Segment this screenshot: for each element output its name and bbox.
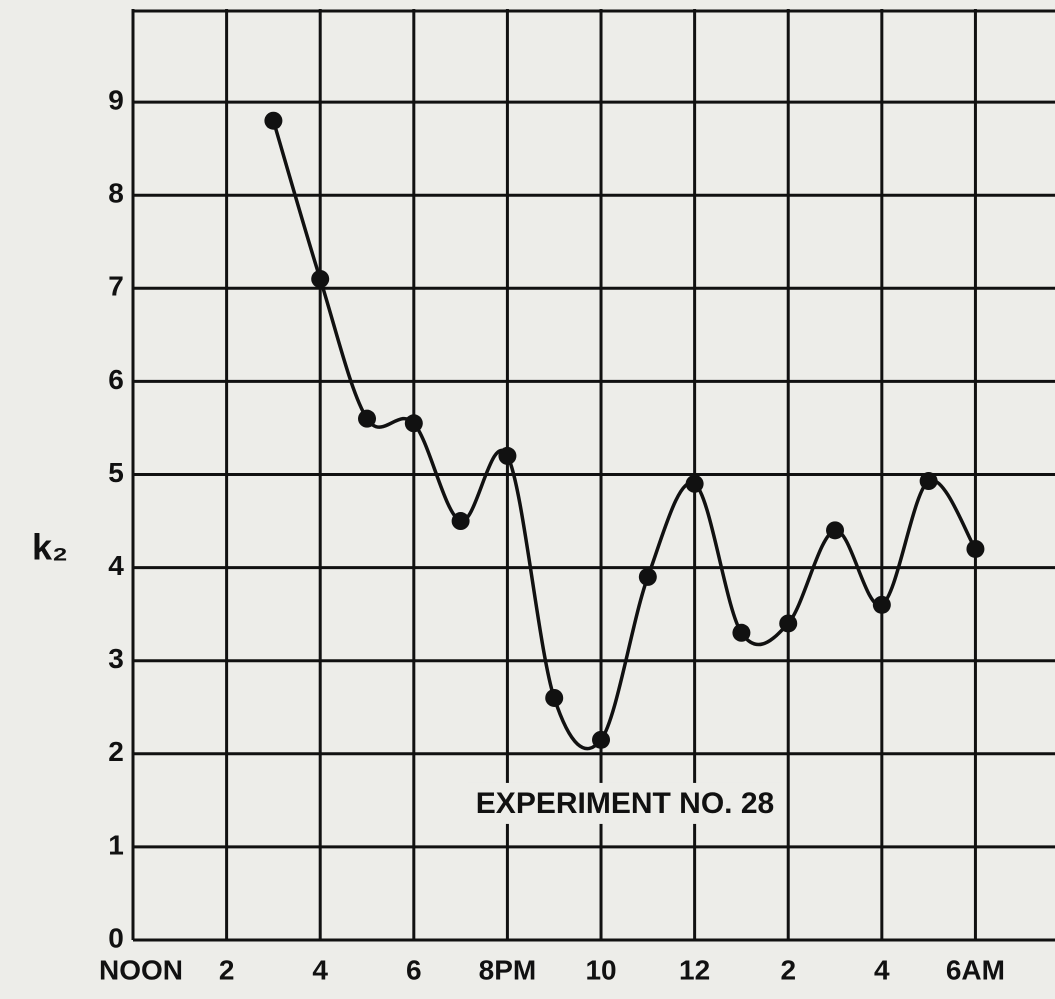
data-point (451, 512, 470, 531)
data-point (404, 414, 423, 433)
data-line (271, 120, 977, 751)
y-tick-label: 9 (108, 84, 124, 115)
data-point (358, 409, 377, 428)
annotation: EXPERIMENT NO. 28 (476, 787, 774, 820)
x-tick-label: 6 (406, 954, 422, 985)
x-tick-label: 4 (874, 954, 890, 985)
y-tick-label: 2 (108, 736, 124, 767)
data-point (311, 269, 330, 288)
data-point (498, 446, 517, 465)
annotation-background (467, 782, 783, 824)
data-point (685, 474, 704, 493)
y-tick-label: 8 (108, 178, 124, 209)
x-tick-label: 8PM (479, 954, 537, 985)
data-point (872, 595, 891, 614)
x-tick-label: 10 (585, 954, 616, 985)
y-axis-label: k₂ (32, 527, 68, 568)
data-point (264, 111, 283, 130)
y-tick-label: 1 (108, 829, 124, 860)
data-point (732, 623, 751, 642)
x-tick-label: 12 (679, 954, 710, 985)
data-point (826, 521, 845, 540)
y-tick-label: 0 (108, 922, 124, 953)
x-tick-label: 2 (219, 954, 235, 985)
x-tick-label: 4 (312, 954, 328, 985)
data-point (966, 539, 985, 558)
x-tick-label: 6AM (946, 954, 1005, 985)
y-tick-label: 6 (108, 364, 124, 395)
y-tick-label: 7 (108, 271, 124, 302)
y-tick-label: 5 (108, 457, 124, 488)
y-tick-label: 4 (108, 550, 124, 581)
data-point (545, 688, 564, 707)
data-point (919, 472, 938, 491)
data-point (779, 614, 798, 633)
y-tick-label: 3 (108, 643, 124, 674)
data-point (592, 730, 611, 749)
data-point (638, 567, 657, 586)
x-tick-label: 2 (780, 954, 796, 985)
x-tick-label: NOON (99, 954, 183, 985)
